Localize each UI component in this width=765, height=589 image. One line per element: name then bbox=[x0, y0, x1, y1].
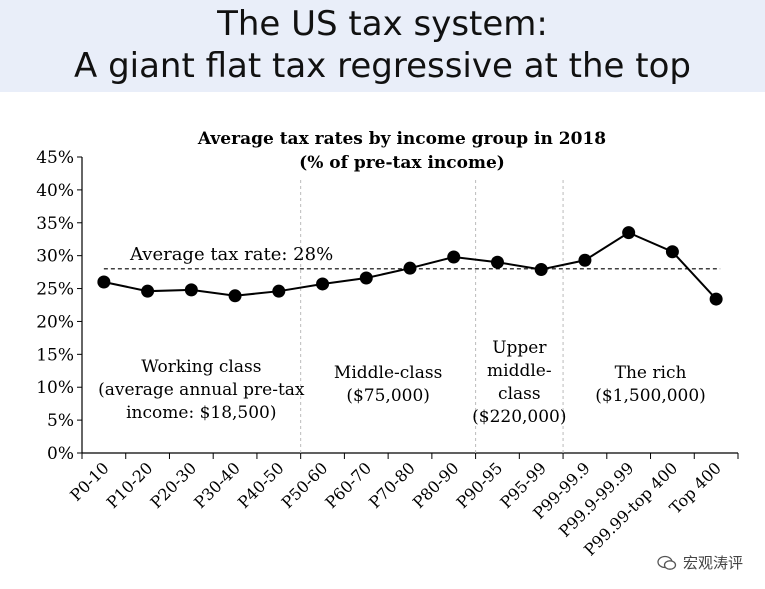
x-tick-label: P20-30 bbox=[146, 458, 200, 512]
group-label-line: middle- bbox=[487, 361, 552, 381]
x-tick-label: P80-90 bbox=[409, 458, 463, 512]
data-point bbox=[622, 226, 636, 240]
x-tick-label: P10-20 bbox=[103, 458, 157, 512]
group-label-line: class bbox=[498, 384, 541, 404]
group-label-line: Upper bbox=[492, 338, 547, 358]
group-label-line: Middle-class bbox=[334, 363, 442, 383]
group-label-line: The rich bbox=[615, 363, 687, 383]
y-tick-label: 40% bbox=[36, 181, 74, 201]
group-label-line: (average annual pre-tax bbox=[98, 380, 305, 400]
data-point bbox=[184, 283, 198, 297]
wechat-icon bbox=[657, 555, 677, 571]
slide-title-line1: The US tax system: bbox=[217, 4, 548, 44]
group-label-line: income: $18,500) bbox=[126, 403, 276, 423]
data-point bbox=[228, 289, 242, 303]
y-tick-label: 5% bbox=[47, 411, 74, 431]
y-tick-label: 30% bbox=[36, 247, 74, 267]
data-point bbox=[490, 255, 504, 269]
data-point bbox=[272, 284, 286, 298]
x-tick-label: P70-80 bbox=[365, 458, 419, 512]
x-tick-label: P90-95 bbox=[453, 458, 507, 512]
watermark-text: 宏观涛评 bbox=[682, 554, 743, 572]
data-point bbox=[403, 261, 417, 275]
y-tick-label: 25% bbox=[36, 280, 74, 300]
data-point bbox=[665, 245, 679, 259]
y-tick-label: 20% bbox=[36, 312, 74, 332]
data-point bbox=[141, 284, 155, 298]
y-tick-label: 10% bbox=[36, 378, 74, 398]
average-reference-label: Average tax rate: 28% bbox=[129, 244, 333, 265]
y-tick-label: 45% bbox=[36, 148, 74, 168]
chart-title: Average tax rates by income group in 201… bbox=[197, 129, 606, 149]
x-tick-label: P50-60 bbox=[278, 458, 332, 512]
data-point bbox=[447, 250, 461, 264]
group-label-line: ($1,500,000) bbox=[595, 386, 706, 406]
x-tick-label: P30-40 bbox=[190, 458, 244, 512]
group-label-line: ($220,000) bbox=[472, 407, 566, 427]
data-point bbox=[359, 271, 373, 285]
x-tick-label: P40-50 bbox=[234, 458, 288, 512]
watermark: 宏观涛评 bbox=[657, 552, 743, 573]
y-tick-label: 35% bbox=[36, 214, 74, 234]
slide-title-line2: A giant flat tax regressive at the top bbox=[74, 46, 691, 86]
y-tick-label: 0% bbox=[47, 444, 74, 464]
data-point bbox=[534, 262, 548, 276]
x-tick-label: P60-70 bbox=[321, 458, 375, 512]
group-label-line: Working class bbox=[141, 357, 261, 377]
title-banner bbox=[0, 0, 765, 92]
data-point bbox=[316, 277, 330, 291]
chart-subtitle: (% of pre-tax income) bbox=[299, 153, 505, 173]
data-point bbox=[97, 275, 111, 289]
y-tick-label: 15% bbox=[36, 345, 74, 365]
data-point bbox=[578, 253, 592, 267]
data-point bbox=[709, 292, 723, 306]
group-label-line: ($75,000) bbox=[346, 386, 430, 406]
